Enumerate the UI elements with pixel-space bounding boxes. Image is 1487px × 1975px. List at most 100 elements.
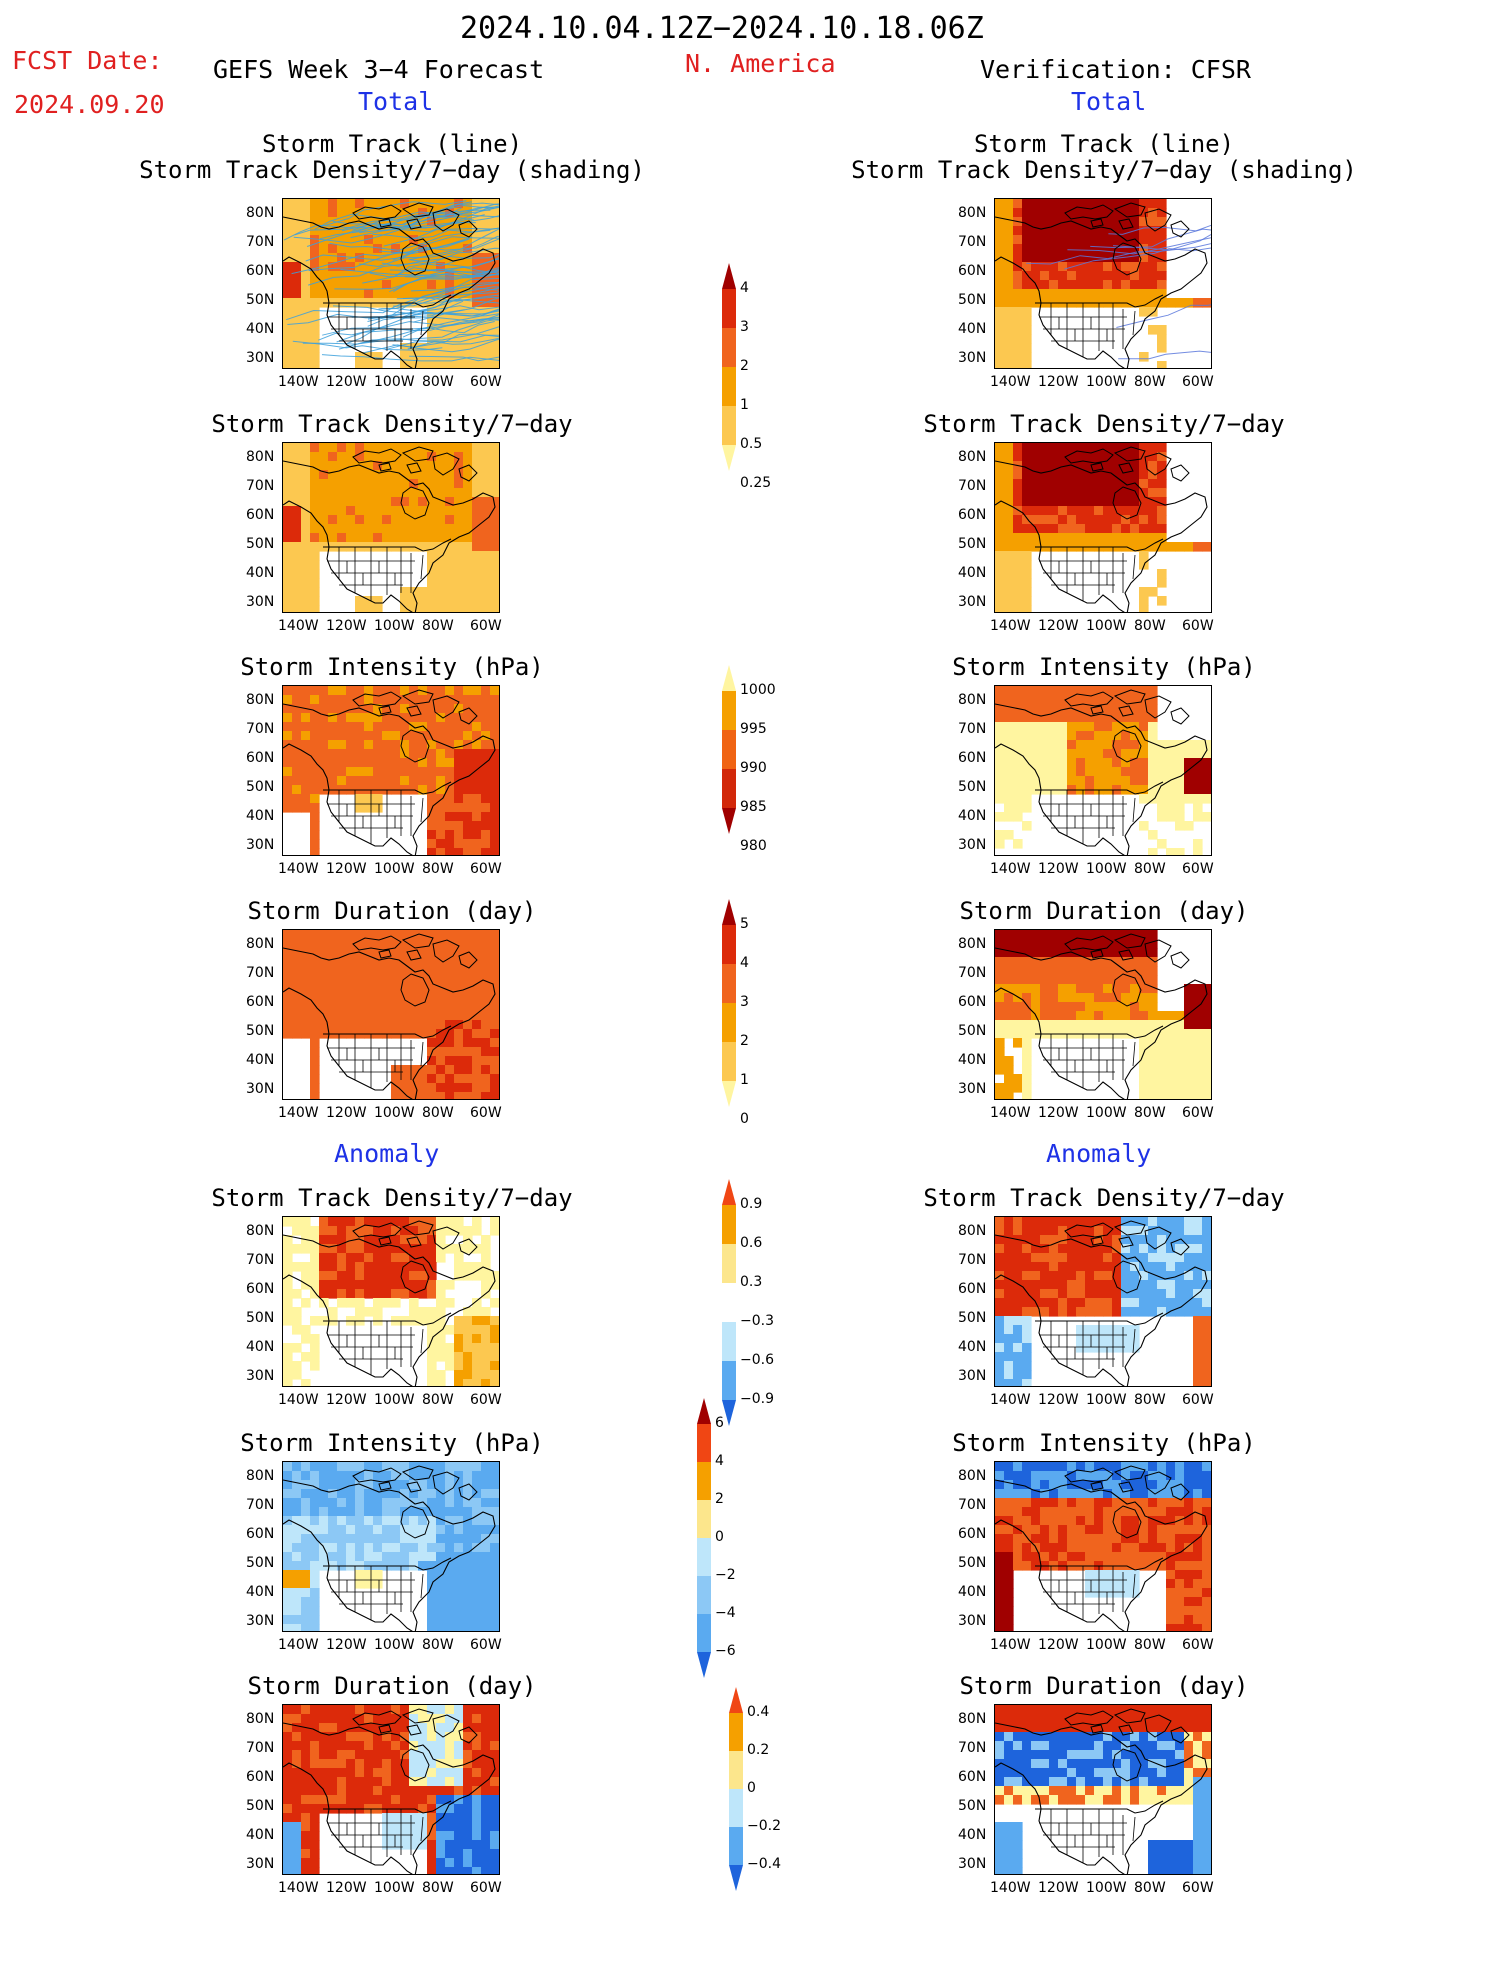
panel-title-verification-r2: Storm Intensity (hPa) xyxy=(854,655,1354,679)
colorbar-density_total-seg-3 xyxy=(722,367,736,406)
lon-tick-verification-r2-0: 140W xyxy=(990,862,1031,876)
colorbar-intensity_total-seg-1 xyxy=(722,691,736,730)
lat-tick-forecast-r0-4: 40N xyxy=(246,322,274,336)
colorbar-intensity_total-label-0: 1000 xyxy=(740,683,776,697)
map-verification-r1 xyxy=(994,442,1212,613)
colorbar-intensity_anom-seg-1 xyxy=(697,1424,711,1462)
colorbar-density_total-bottom-arrow xyxy=(722,445,736,471)
lon-tick-verification-r6-2: 100W xyxy=(1086,1881,1127,1895)
map-svg-verification-r1 xyxy=(995,443,1212,613)
panel-title-verification-r4: Storm Track Density/7−day xyxy=(854,1186,1354,1210)
lat-tick-verification-r0-0: 80N xyxy=(958,206,986,220)
lat-tick-forecast-r6-5: 30N xyxy=(246,1857,274,1871)
lat-tick-forecast-r1-1: 70N xyxy=(246,479,274,493)
lon-tick-verification-r1-0: 140W xyxy=(990,619,1031,633)
lat-tick-forecast-r1-2: 60N xyxy=(246,508,274,522)
lon-tick-verification-r6-3: 80W xyxy=(1134,1881,1166,1895)
forecast-model-title: GEFS Week 3−4 Forecast xyxy=(213,57,544,82)
colorbar-duration_total-label-4: 1 xyxy=(740,1073,749,1087)
lat-tick-forecast-r4-5: 30N xyxy=(246,1369,274,1383)
colorbar-duration_anom-bottom-arrow xyxy=(729,1865,743,1891)
colorbar-density_anom-label-4: −0.6 xyxy=(740,1353,774,1367)
anomaly-label-right: Anomaly xyxy=(1046,1141,1151,1166)
lon-tick-verification-r4-0: 140W xyxy=(990,1393,1031,1407)
lon-tick-forecast-r3-4: 60W xyxy=(470,1106,502,1120)
lat-tick-verification-r3-3: 50N xyxy=(958,1024,986,1038)
lat-tick-forecast-r3-4: 40N xyxy=(246,1053,274,1067)
lat-tick-verification-r3-0: 80N xyxy=(958,937,986,951)
lon-tick-verification-r5-3: 80W xyxy=(1134,1638,1166,1652)
lon-tick-forecast-r6-3: 80W xyxy=(422,1881,454,1895)
colorbar-intensity_anom-seg-5 xyxy=(697,1576,711,1614)
colorbar-intensity_anom-label-1: 4 xyxy=(715,1454,724,1468)
lon-tick-forecast-r6-0: 140W xyxy=(278,1881,319,1895)
anomaly-label-left: Anomaly xyxy=(334,1141,439,1166)
lat-tick-forecast-r1-5: 30N xyxy=(246,595,274,609)
colorbar-duration_total-seg-1 xyxy=(722,925,736,964)
map-svg-verification-r4 xyxy=(995,1217,1212,1387)
lat-tick-verification-r2-2: 60N xyxy=(958,751,986,765)
region-title: N. America xyxy=(685,51,836,76)
colorbar-density_anom-seg-1 xyxy=(722,1205,736,1244)
lon-tick-verification-r6-1: 120W xyxy=(1038,1881,1079,1895)
lon-tick-forecast-r2-1: 120W xyxy=(326,862,367,876)
lat-tick-verification-r0-3: 50N xyxy=(958,293,986,307)
lon-tick-forecast-r3-0: 140W xyxy=(278,1106,319,1120)
lat-tick-verification-r6-2: 60N xyxy=(958,1770,986,1784)
colorbar-density_anom-bottom-arrow xyxy=(722,1400,736,1426)
map-svg-verification-r2 xyxy=(995,686,1212,856)
colorbar-duration_total-seg-2 xyxy=(722,964,736,1003)
lat-tick-verification-r4-4: 40N xyxy=(958,1340,986,1354)
lon-tick-forecast-r5-4: 60W xyxy=(470,1638,502,1652)
map-verification-r2 xyxy=(994,685,1212,856)
panel-title-forecast-r0-a: Storm Track (line) xyxy=(142,132,642,156)
lon-tick-verification-r5-4: 60W xyxy=(1182,1638,1214,1652)
map-verification-r0 xyxy=(994,198,1212,369)
lon-tick-verification-r0-2: 100W xyxy=(1086,375,1127,389)
panel-title-forecast-r2: Storm Intensity (hPa) xyxy=(142,655,642,679)
panel-title-forecast-r1: Storm Track Density/7−day xyxy=(142,412,642,436)
map-verification-r6 xyxy=(994,1704,1212,1875)
map-forecast-r6 xyxy=(282,1704,500,1875)
lon-tick-verification-r0-0: 140W xyxy=(990,375,1031,389)
colorbar-density_total-top-arrow xyxy=(722,263,736,289)
colorbar-duration_total-label-1: 4 xyxy=(740,956,749,970)
lat-tick-verification-r2-1: 70N xyxy=(958,722,986,736)
lat-tick-verification-r3-5: 30N xyxy=(958,1082,986,1096)
lat-tick-forecast-r3-5: 30N xyxy=(246,1082,274,1096)
colorbar-density_total-label-3: 1 xyxy=(740,398,749,412)
lon-tick-forecast-r1-4: 60W xyxy=(470,619,502,633)
lon-tick-verification-r3-1: 120W xyxy=(1038,1106,1079,1120)
lat-tick-forecast-r6-1: 70N xyxy=(246,1741,274,1755)
lon-tick-forecast-r5-0: 140W xyxy=(278,1638,319,1652)
colorbar-density_anom-seg-2 xyxy=(722,1244,736,1283)
lon-tick-verification-r3-2: 100W xyxy=(1086,1106,1127,1120)
colorbar-intensity_anom-top-arrow xyxy=(697,1398,711,1424)
lat-tick-forecast-r1-3: 50N xyxy=(246,537,274,551)
lat-tick-forecast-r2-3: 50N xyxy=(246,780,274,794)
colorbar-duration_anom-seg-4 xyxy=(729,1827,743,1865)
colorbar-duration_total-label-3: 2 xyxy=(740,1034,749,1048)
lat-tick-verification-r5-3: 50N xyxy=(958,1556,986,1570)
lon-tick-verification-r2-3: 80W xyxy=(1134,862,1166,876)
lat-tick-verification-r1-5: 30N xyxy=(958,595,986,609)
lon-tick-forecast-r5-3: 80W xyxy=(422,1638,454,1652)
colorbar-density_anom-label-5: −0.9 xyxy=(740,1392,774,1406)
lon-tick-forecast-r2-4: 60W xyxy=(470,862,502,876)
lat-tick-verification-r5-0: 80N xyxy=(958,1469,986,1483)
colorbar-intensity_anom-label-0: 6 xyxy=(715,1416,724,1430)
lon-tick-forecast-r4-1: 120W xyxy=(326,1393,367,1407)
lat-tick-verification-r1-2: 60N xyxy=(958,508,986,522)
panel-title-forecast-r5: Storm Intensity (hPa) xyxy=(142,1431,642,1455)
lon-tick-forecast-r5-1: 120W xyxy=(326,1638,367,1652)
lat-tick-forecast-r5-4: 40N xyxy=(246,1585,274,1599)
map-svg-forecast-r3 xyxy=(283,930,500,1100)
map-forecast-r0 xyxy=(282,198,500,369)
map-svg-forecast-r1 xyxy=(283,443,500,613)
lon-tick-verification-r6-4: 60W xyxy=(1182,1881,1214,1895)
lat-tick-forecast-r6-4: 40N xyxy=(246,1828,274,1842)
lon-tick-forecast-r5-2: 100W xyxy=(374,1638,415,1652)
lon-tick-verification-r4-1: 120W xyxy=(1038,1393,1079,1407)
lat-tick-verification-r6-1: 70N xyxy=(958,1741,986,1755)
lon-tick-verification-r4-4: 60W xyxy=(1182,1393,1214,1407)
